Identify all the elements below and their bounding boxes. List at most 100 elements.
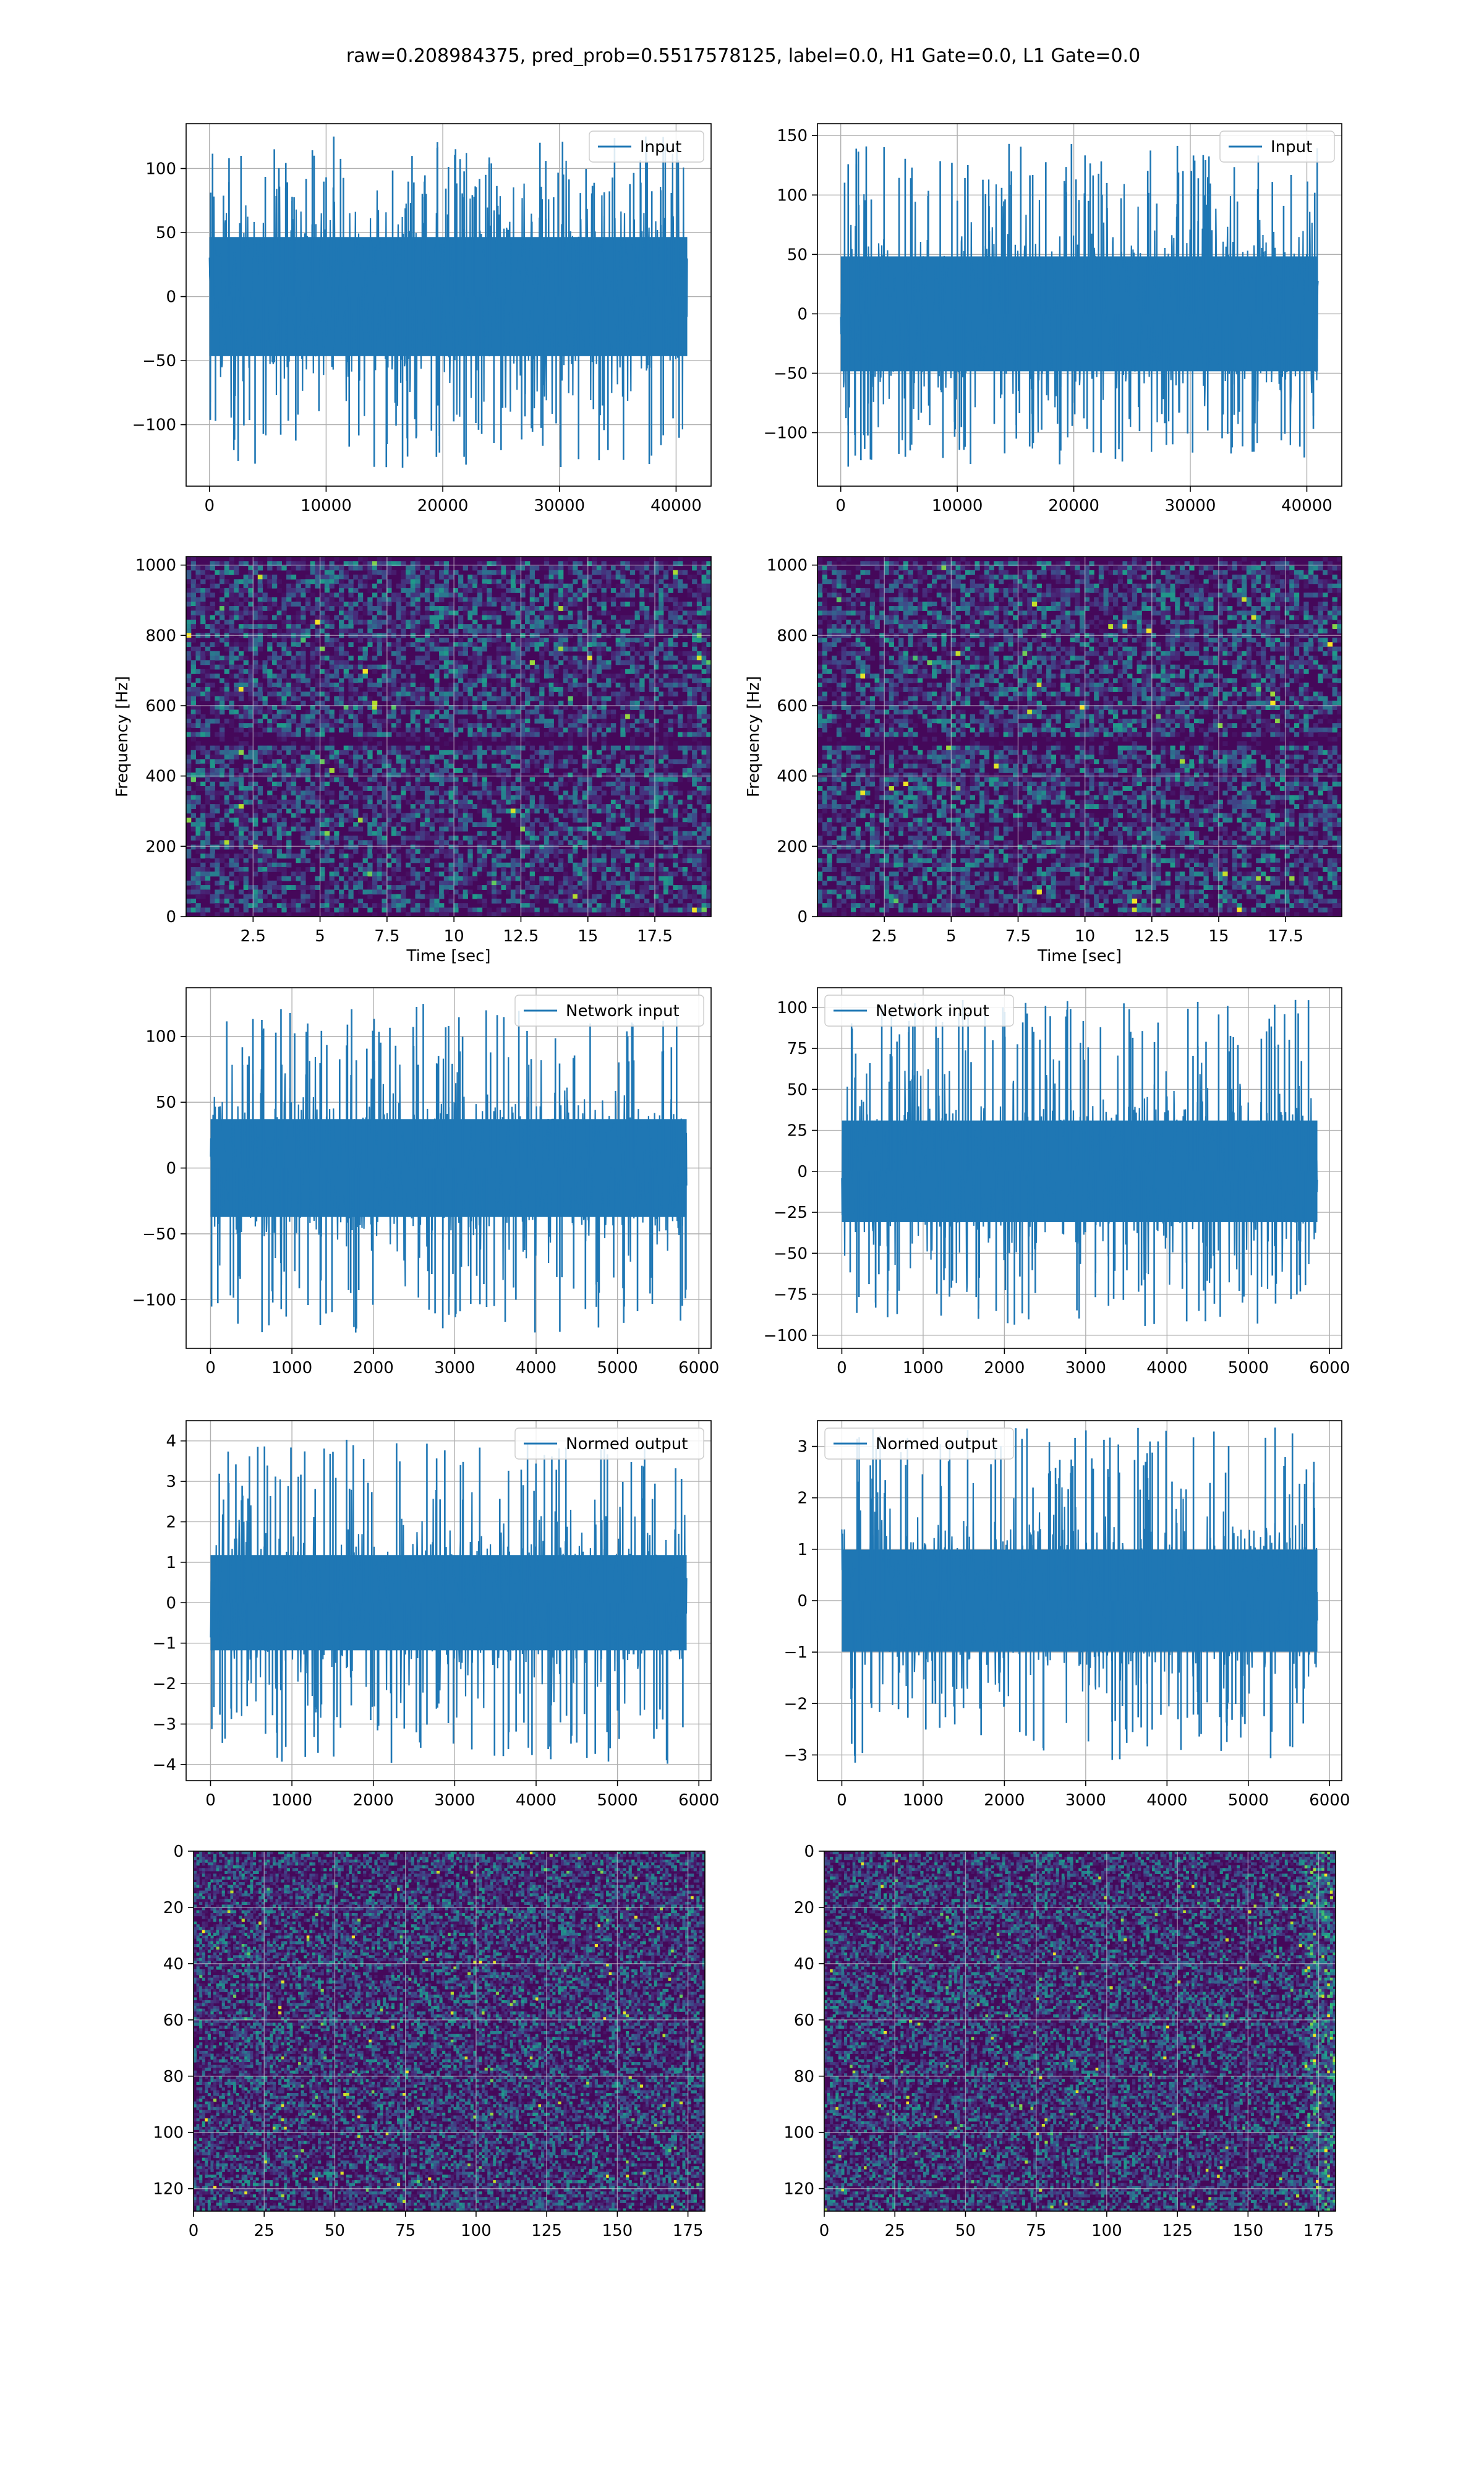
x-tick-label: 0 bbox=[819, 2222, 830, 2240]
legend-label: Input bbox=[1271, 138, 1312, 156]
axes-frame bbox=[824, 1851, 1336, 2212]
y-tick-label: 200 bbox=[777, 837, 808, 856]
y-tick-label: 50 bbox=[156, 1094, 176, 1112]
y-tick-label: 120 bbox=[153, 2180, 184, 2199]
x-tick-label: 30000 bbox=[1165, 497, 1216, 515]
y-tick-label: 400 bbox=[145, 768, 176, 786]
y-tick-label: −2 bbox=[153, 1675, 176, 1693]
y-tick-label: 1 bbox=[166, 1554, 176, 1572]
x-tick-label: 3000 bbox=[434, 1359, 475, 1377]
x-tick-label: 5 bbox=[946, 927, 957, 946]
x-tick-label: 10 bbox=[1075, 927, 1095, 946]
y-tick-label: 50 bbox=[787, 1081, 808, 1099]
x-tick-label: 10 bbox=[444, 927, 464, 946]
y-tick-label: −2 bbox=[784, 1695, 808, 1713]
x-tick-label: 15 bbox=[578, 927, 598, 946]
panel-r2c1: 2.5 5 7.5 10 12.5 15 17.5 0 200 400 600 800 1000 Time… bbox=[113, 556, 712, 965]
x-tick-label: 17.5 bbox=[637, 927, 673, 946]
y-tick-label: 40 bbox=[163, 1955, 184, 1974]
x-tick-label: 0 bbox=[205, 1359, 216, 1377]
legend-label: Network input bbox=[876, 1002, 989, 1021]
x-tick-label: 6000 bbox=[678, 1359, 719, 1377]
y-tick-label: 0 bbox=[804, 1843, 814, 1861]
y-tick-label: 150 bbox=[777, 127, 808, 145]
x-tick-label: 40000 bbox=[1281, 497, 1333, 515]
x-tick-label: 10000 bbox=[301, 497, 352, 515]
y-tick-label: −50 bbox=[774, 1244, 808, 1263]
signal-spikes bbox=[843, 143, 1318, 467]
x-tick-label: 5000 bbox=[1228, 1359, 1269, 1377]
x-tick-label: 100 bbox=[1091, 2222, 1122, 2240]
x-tick-label: 50 bbox=[325, 2222, 345, 2240]
signal-spikes bbox=[210, 1004, 687, 1333]
legend-label: Normed output bbox=[876, 1435, 997, 1453]
y-tick-label: 60 bbox=[794, 2011, 814, 2030]
y-tick-label: −3 bbox=[153, 1715, 176, 1734]
y-tick-label: 3 bbox=[797, 1438, 808, 1457]
x-axis-label: Time [sec] bbox=[1037, 947, 1122, 965]
axes-frame bbox=[186, 123, 712, 487]
y-tick-label: 0 bbox=[166, 1594, 176, 1612]
axes-frame bbox=[193, 1851, 706, 2212]
y-tick-label: −100 bbox=[764, 1327, 808, 1345]
x-tick-label: 2000 bbox=[984, 1791, 1025, 1810]
x-tick-label: 4000 bbox=[1146, 1791, 1187, 1810]
y-tick-label: 25 bbox=[787, 1122, 808, 1141]
y-tick-label: 2 bbox=[797, 1489, 808, 1508]
y-tick-label: 0 bbox=[166, 908, 176, 927]
x-tick-label: 5000 bbox=[597, 1791, 638, 1810]
x-tick-label: 0 bbox=[205, 1791, 216, 1810]
x-tick-label: 1000 bbox=[903, 1791, 944, 1810]
legend: Input bbox=[589, 131, 704, 163]
y-tick-label: 1000 bbox=[135, 557, 176, 575]
y-tick-label: 100 bbox=[783, 2124, 814, 2142]
panel-r4c1: 0 1000 2000 3000 4000 5000 6000 −4 −3 −2 −1 0 1 2 3 4 No… bbox=[153, 1420, 719, 1810]
y-tick-label: 50 bbox=[156, 224, 176, 242]
signal-spikes bbox=[209, 136, 680, 468]
axes-frame bbox=[817, 123, 1342, 487]
y-tick-label: 20 bbox=[163, 1899, 184, 1917]
x-tick-label: 125 bbox=[531, 2222, 562, 2240]
y-tick-label: −4 bbox=[153, 1756, 176, 1774]
x-tick-label: 20000 bbox=[1048, 497, 1099, 515]
x-tick-label: 12.5 bbox=[1134, 927, 1170, 946]
heatmap-cells bbox=[186, 557, 711, 917]
y-tick-label: 0 bbox=[797, 305, 808, 323]
y-tick-label: 60 bbox=[163, 2011, 184, 2030]
x-tick-label: 2000 bbox=[353, 1791, 394, 1810]
y-tick-label: 0 bbox=[166, 288, 176, 307]
x-tick-label: 12.5 bbox=[503, 927, 539, 946]
panel-r1c2: 0 10000 20000 30000 40000 −100 −50 0 50 100 150 Inp… bbox=[764, 123, 1342, 515]
x-tick-label: 5000 bbox=[597, 1359, 638, 1377]
y-axis-label: Frequency [Hz] bbox=[113, 676, 132, 797]
x-tick-label: 2.5 bbox=[871, 927, 897, 946]
y-tick-label: 100 bbox=[145, 160, 176, 178]
series-line bbox=[841, 1478, 1318, 1723]
panel-r3c2: 0 1000 2000 3000 4000 5000 6000 −100 −75 −50 −25 0 2… bbox=[764, 987, 1350, 1377]
y-tick-label: −3 bbox=[784, 1746, 808, 1765]
x-tick-label: 5000 bbox=[1228, 1791, 1269, 1810]
x-tick-label: 4000 bbox=[1146, 1359, 1187, 1377]
panel-r3c1: 0 1000 2000 3000 4000 5000 6000 −100 −50 0 50 100 Ne… bbox=[132, 987, 719, 1377]
x-tick-label: 25 bbox=[885, 2222, 905, 2240]
x-tick-label: 0 bbox=[835, 497, 846, 515]
x-tick-label: 2.5 bbox=[241, 927, 266, 946]
x-tick-label: 3000 bbox=[1065, 1359, 1106, 1377]
x-tick-label: 3000 bbox=[1065, 1791, 1106, 1810]
y-tick-label: 100 bbox=[153, 2124, 184, 2142]
heatmap-cells bbox=[824, 1851, 1336, 2211]
legend-label: Network input bbox=[566, 1002, 680, 1021]
y-tick-label: 200 bbox=[145, 837, 176, 856]
x-tick-label: 175 bbox=[673, 2222, 704, 2240]
y-tick-label: −75 bbox=[774, 1286, 808, 1304]
y-tick-label: 2 bbox=[166, 1513, 176, 1531]
signal-spikes bbox=[849, 999, 1310, 1326]
panel-r5c2: 0 25 50 75 100 125 150 175 0 20 40 60 80 100 120 bbox=[783, 1843, 1336, 2240]
x-tick-label: 75 bbox=[395, 2222, 416, 2240]
y-tick-label: −50 bbox=[774, 364, 808, 383]
signal-spikes bbox=[211, 1439, 684, 1764]
legend-label: Input bbox=[640, 138, 681, 156]
y-tick-label: −50 bbox=[142, 1225, 176, 1244]
x-tick-label: 175 bbox=[1303, 2222, 1334, 2240]
